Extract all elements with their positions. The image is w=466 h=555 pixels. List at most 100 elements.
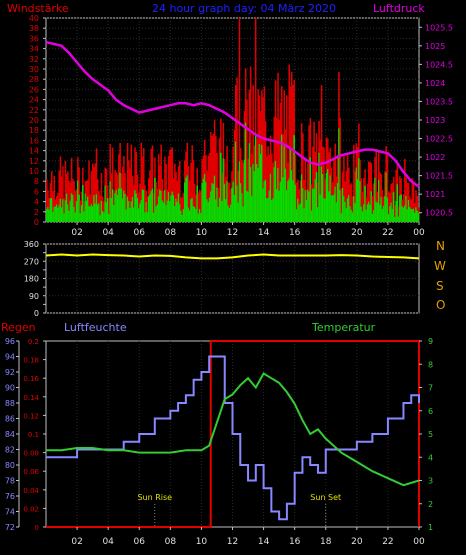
wind-gust-bar bbox=[254, 18, 257, 222]
wind-average-bar bbox=[119, 172, 121, 222]
wind-gust-bar bbox=[308, 125, 310, 222]
wind-average-bar bbox=[334, 186, 336, 222]
wind-gust-bar bbox=[361, 191, 364, 222]
wind-average-bar bbox=[239, 183, 242, 222]
wind-average-bar bbox=[213, 175, 216, 222]
wind-gust-bar bbox=[165, 163, 167, 222]
wind-average-bar bbox=[210, 191, 212, 222]
wind-average-bar bbox=[169, 201, 171, 222]
wind-average-bar bbox=[314, 179, 317, 222]
hour-tick-label: 08 bbox=[165, 537, 177, 547]
wind-average-bar bbox=[290, 170, 293, 222]
wind-average-bar bbox=[348, 195, 350, 222]
wind-gust-bar bbox=[155, 182, 157, 222]
hour-tick-label: 20 bbox=[351, 228, 363, 238]
wind-average-bar bbox=[179, 204, 181, 222]
wind-gust-bar bbox=[94, 163, 97, 222]
wind-average-bar bbox=[309, 157, 312, 222]
wind-average-bar bbox=[340, 213, 343, 222]
wind-average-bar bbox=[376, 202, 379, 222]
wind-gust-bar bbox=[333, 159, 335, 222]
wind-average-bar bbox=[272, 198, 274, 222]
wind-gust-bar bbox=[100, 172, 103, 222]
wind-average-bar bbox=[345, 208, 348, 222]
wind-average-bar bbox=[253, 171, 256, 222]
wind-gust-bar bbox=[227, 182, 230, 222]
humidity-tick-label: 94 bbox=[5, 353, 15, 362]
wind-average-bar bbox=[52, 211, 54, 222]
wind-gust-bar bbox=[354, 171, 356, 222]
wind-average-bar bbox=[329, 175, 332, 222]
wind-gust-bar bbox=[93, 167, 95, 222]
rain-tick-label: 0.04 bbox=[23, 487, 39, 495]
wind-average-bar bbox=[237, 202, 240, 222]
wind-gust-bar bbox=[251, 153, 253, 222]
wind-gust-bar bbox=[339, 117, 341, 222]
wind-average-bar bbox=[116, 195, 119, 222]
wind-gust-bar bbox=[52, 190, 54, 222]
temperature-tick-label: 2 bbox=[428, 500, 433, 509]
wind-tick-label: 2 bbox=[34, 208, 39, 217]
wind-average-bar bbox=[77, 180, 79, 222]
wind-gust-bar bbox=[288, 64, 290, 222]
pressure-tick-label: 1022.5 bbox=[425, 135, 453, 144]
pressure-tick-label: 1021.5 bbox=[425, 172, 453, 181]
wind-tick-label: 16 bbox=[29, 136, 39, 145]
humidity-tick-label: 84 bbox=[5, 430, 15, 439]
wind-average-bar bbox=[268, 190, 271, 222]
wind-average-bar bbox=[203, 174, 206, 222]
wind-gust-bar bbox=[351, 196, 354, 222]
wind-tick-label: 24 bbox=[29, 96, 39, 105]
humidity-tick-label: 96 bbox=[5, 337, 15, 346]
wind-average-bar bbox=[177, 193, 180, 222]
wind-average-bar bbox=[407, 200, 410, 222]
hour-tick-label: 16 bbox=[289, 537, 301, 547]
wind-average-bar bbox=[222, 158, 225, 222]
wind-average-bar bbox=[266, 198, 268, 222]
wind-average-bar bbox=[101, 210, 104, 222]
wind-average-bar bbox=[417, 212, 420, 222]
wind-gust-bar bbox=[302, 133, 304, 222]
pressure-tick-label: 1024.5 bbox=[425, 60, 453, 69]
wind-average-bar bbox=[57, 207, 59, 222]
wind-average-bar bbox=[191, 197, 194, 222]
wind-average-bar bbox=[395, 201, 397, 222]
wind-gust-bar bbox=[195, 194, 197, 222]
wind-average-bar bbox=[273, 167, 276, 222]
wind-tick-label: 26 bbox=[29, 85, 39, 94]
wind-gust-bar bbox=[208, 152, 211, 222]
wind-tick-label: 36 bbox=[29, 34, 39, 43]
wind-average-bar bbox=[216, 187, 218, 222]
wind-average-bar bbox=[92, 206, 94, 222]
wind-average-bar bbox=[144, 212, 146, 222]
wind-gust-bar bbox=[371, 195, 374, 222]
wind-gust-bar bbox=[111, 147, 114, 222]
wind-average-bar bbox=[405, 195, 407, 222]
wind-average-bar bbox=[60, 207, 63, 222]
wind-gust-bar bbox=[372, 183, 375, 222]
wind-average-bar bbox=[280, 134, 283, 222]
wind-gust-bar bbox=[191, 145, 194, 222]
wind-average-bar bbox=[167, 192, 170, 222]
wind-average-bar bbox=[138, 208, 140, 222]
wind-tick-label: 30 bbox=[29, 65, 39, 74]
wind-average-bar bbox=[343, 196, 345, 222]
wind-average-bar bbox=[232, 181, 235, 222]
wind-axis-label: Windstärke bbox=[7, 2, 69, 15]
wind-average-bar bbox=[46, 209, 48, 222]
wind-gust-bar bbox=[277, 72, 279, 222]
wind-average-bar bbox=[110, 197, 113, 222]
wind-gust-bar bbox=[394, 205, 396, 222]
wind-average-bar bbox=[195, 208, 197, 222]
wind-average-bar bbox=[198, 209, 201, 222]
direction-label-s: S bbox=[436, 279, 444, 293]
wind-average-bar bbox=[338, 128, 340, 222]
wind-average-bar bbox=[293, 135, 295, 222]
direction-label-o: O bbox=[436, 298, 445, 312]
wind-average-bar bbox=[170, 195, 172, 222]
wind-gust-bar bbox=[47, 190, 49, 222]
wind-gust-bar bbox=[133, 184, 135, 222]
humidity-tick-label: 88 bbox=[5, 399, 15, 408]
wind-average-bar bbox=[248, 142, 251, 222]
hour-tick-label: 16 bbox=[289, 228, 301, 238]
